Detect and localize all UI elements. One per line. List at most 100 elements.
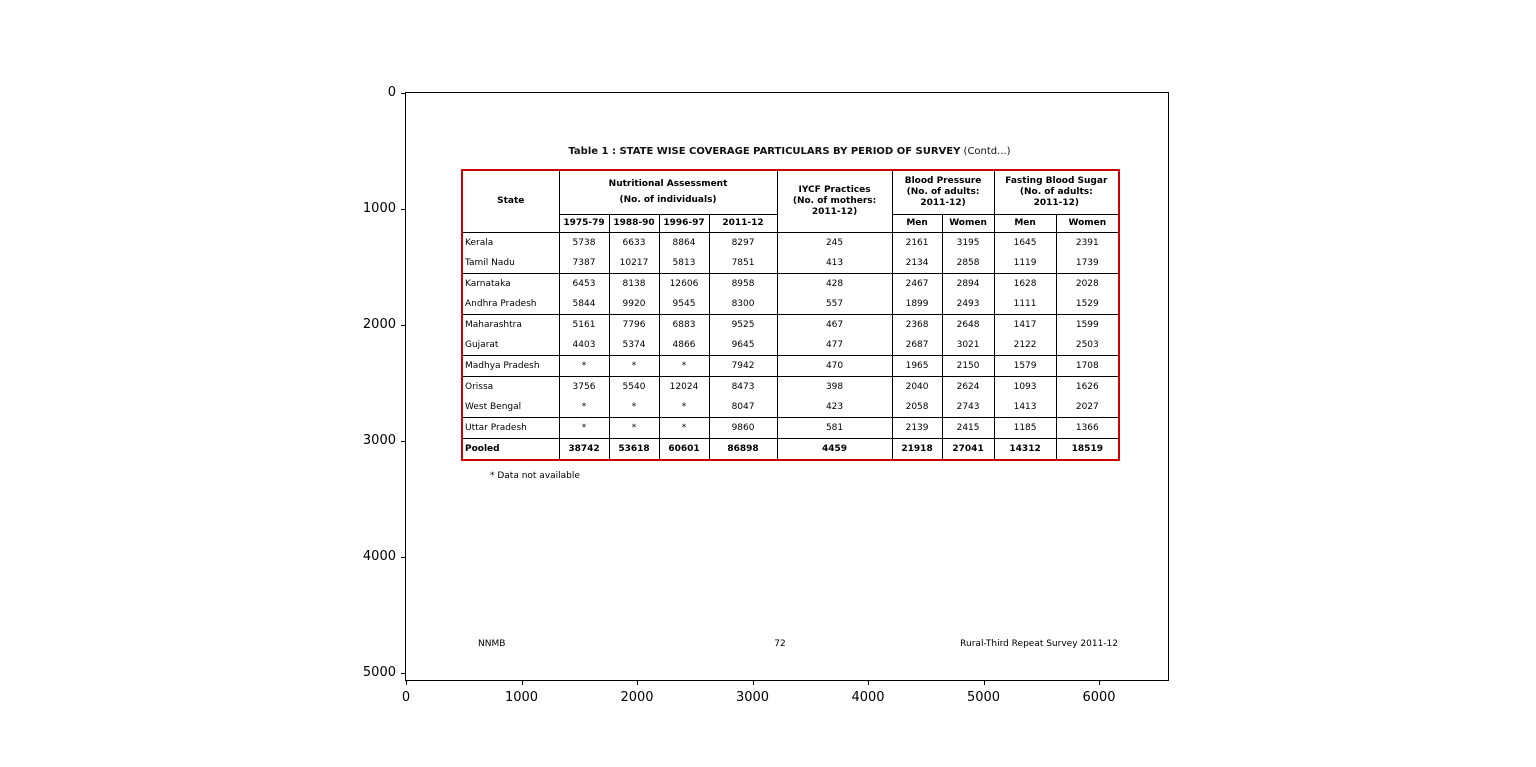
state-cell: Pooled: [461, 438, 560, 460]
state-cell: Maharashtra: [461, 314, 560, 335]
value-cell: 8297: [708, 232, 778, 253]
header-line: (No. of adults:: [906, 186, 980, 197]
y-tick-label: 4000: [362, 549, 396, 564]
value-cell: 8473: [708, 376, 778, 397]
table-row: Uttar Pradesh * * * 9860 581 2139 2415 1185 1366: [461, 417, 1120, 439]
state-cell: Orissa: [461, 376, 560, 397]
header-line: (No. of individuals): [619, 194, 717, 205]
footer-org: NNMB: [478, 639, 506, 649]
table-row: West Bengal * * * 8047 423 2058 2743 1413 2027: [461, 396, 1120, 418]
value-cell: 245: [776, 232, 893, 253]
col-header-iycf-practices: IYCF Practices (No. of mothers: 2011-12): [776, 170, 893, 233]
footer-page-number: 72: [774, 639, 786, 649]
value-cell: 2058: [891, 396, 943, 418]
value-cell: 7942: [708, 355, 778, 377]
value-cell: 1628: [993, 273, 1057, 294]
value-cell: 477: [776, 334, 893, 356]
value-cell: *: [658, 417, 710, 439]
value-cell: 2467: [891, 273, 943, 294]
value-cell: 60601: [658, 438, 710, 460]
value-cell: 1185: [993, 417, 1057, 439]
x-tick-mark: [1099, 681, 1100, 685]
value-cell: 5540: [608, 376, 660, 397]
x-tick-label: 2000: [620, 690, 654, 705]
value-cell: 53618: [608, 438, 660, 460]
table-row: Andhra Pradesh 5844 9920 9545 8300 557 1899 249…: [461, 293, 1120, 315]
y-tick-label: 2000: [362, 317, 396, 332]
state-cell: West Bengal: [461, 396, 560, 418]
value-cell: 21918: [891, 438, 943, 460]
value-cell: 8958: [708, 273, 778, 294]
value-cell: *: [608, 355, 660, 377]
value-cell: 2648: [941, 314, 995, 335]
value-cell: 18519: [1055, 438, 1120, 460]
header-line: 2011-12): [1033, 197, 1080, 208]
col-header-fbs-men: Men: [993, 214, 1057, 233]
value-cell: 467: [776, 314, 893, 335]
value-cell: *: [558, 417, 610, 439]
x-tick-mark: [521, 681, 523, 685]
value-cell: 4866: [658, 334, 710, 356]
y-tick-label: 0: [387, 85, 396, 100]
y-tick-mark: [401, 557, 405, 558]
value-cell: 2139: [891, 417, 943, 439]
value-cell: 413: [776, 252, 893, 274]
value-cell: 1366: [1055, 417, 1120, 439]
value-cell: 3195: [941, 232, 995, 253]
x-tick-mark: [637, 681, 638, 685]
y-tick-label: 3000: [362, 433, 396, 448]
col-header-year-1988-90: 1988-90: [608, 214, 660, 233]
value-cell: 2028: [1055, 273, 1120, 294]
value-cell: 2040: [891, 376, 943, 397]
value-cell: 5844: [558, 293, 610, 315]
y-tick-mark: [401, 441, 405, 442]
table-row: Karnataka 6453 8138 12606 8958 428 2467 2894 162…: [461, 273, 1120, 294]
value-cell: 7796: [608, 314, 660, 335]
header-line: 2011-12): [811, 206, 858, 217]
col-header-bp-women: Women: [941, 214, 995, 233]
value-cell: 38742: [558, 438, 610, 460]
header-line: 2011-12): [920, 197, 966, 208]
value-cell: 6883: [658, 314, 710, 335]
value-cell: 557: [776, 293, 893, 315]
value-cell: 1093: [993, 376, 1057, 397]
value-cell: 1739: [1055, 252, 1120, 274]
col-header-state: State: [461, 170, 560, 233]
value-cell: 5161: [558, 314, 610, 335]
value-cell: 4459: [776, 438, 893, 460]
table-row: Gujarat 4403 5374 4866 9645 477 2687 3021 2122 25…: [461, 334, 1120, 356]
value-cell: 2368: [891, 314, 943, 335]
table-row: Pooled 38742 53618 60601 86898 4459 21918 27041…: [461, 438, 1120, 460]
col-header-fasting-blood-sugar: Fasting Blood Sugar (No. of adults: 2011…: [993, 170, 1120, 215]
state-cell: Uttar Pradesh: [461, 417, 560, 439]
value-cell: 1645: [993, 232, 1057, 253]
value-cell: *: [558, 355, 610, 377]
x-tick-label: 6000: [1082, 690, 1116, 705]
table-row: Orissa 3756 5540 12024 8473 398 2040 2624 1093 16…: [461, 376, 1120, 397]
value-cell: 2122: [993, 334, 1057, 356]
state-cell: Andhra Pradesh: [461, 293, 560, 315]
footer-survey-label: Rural-Third Repeat Survey 2011-12: [960, 639, 1118, 649]
y-tick-label: 1000: [362, 201, 396, 216]
value-cell: 27041: [941, 438, 995, 460]
col-header-bp-men: Men: [891, 214, 943, 233]
value-cell: *: [658, 396, 710, 418]
col-header-year-1996-97: 1996-97: [658, 214, 710, 233]
y-tick-mark: [401, 209, 405, 210]
col-header-year-1975-79: 1975-79: [558, 214, 610, 233]
value-cell: 12606: [658, 273, 710, 294]
x-tick-label: 1000: [504, 690, 539, 705]
value-cell: 581: [776, 417, 893, 439]
value-cell: *: [658, 355, 710, 377]
value-cell: 1111: [993, 293, 1057, 315]
header-line: Nutritional Assessment: [608, 178, 728, 189]
value-cell: 14312: [993, 438, 1057, 460]
value-cell: 1899: [891, 293, 943, 315]
header-line: Blood Pressure: [904, 175, 982, 186]
value-cell: 2134: [891, 252, 943, 274]
value-cell: 7387: [558, 252, 610, 274]
x-tick-mark: [752, 681, 754, 685]
value-cell: *: [558, 396, 610, 418]
value-cell: 9525: [708, 314, 778, 335]
x-tick-mark: [983, 681, 985, 685]
